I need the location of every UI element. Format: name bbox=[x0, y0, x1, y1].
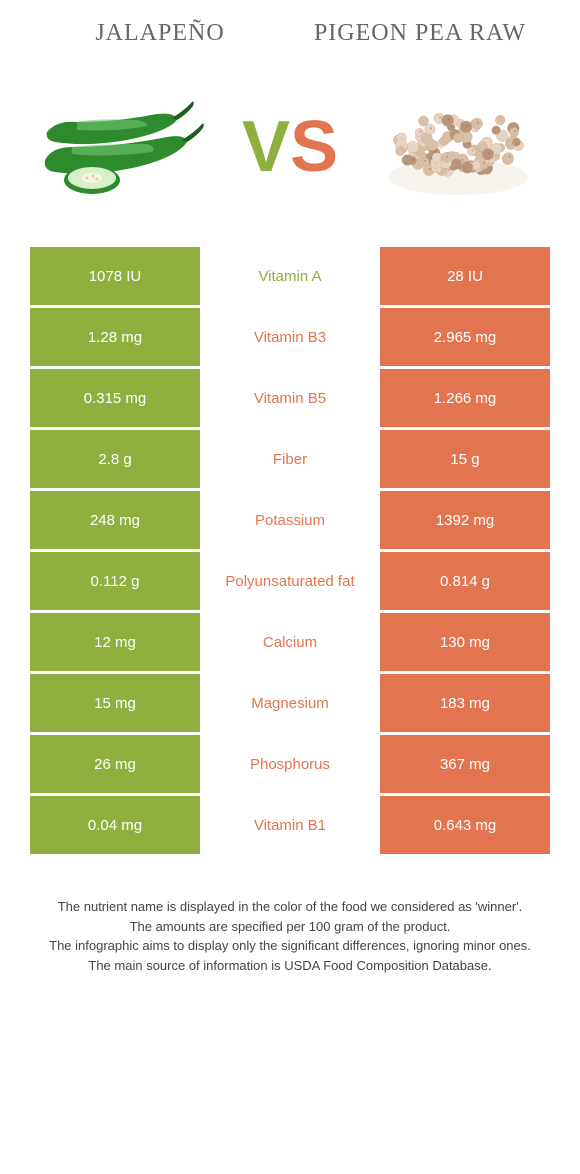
value-right: 1.266 mg bbox=[380, 369, 550, 427]
header-right: Pigeon pea raw bbox=[290, 20, 550, 47]
pigeon-pea-image bbox=[373, 87, 543, 207]
value-right: 130 mg bbox=[380, 613, 550, 671]
footer-line: The nutrient name is displayed in the co… bbox=[40, 897, 540, 917]
value-left: 1078 IU bbox=[30, 247, 200, 305]
value-right: 15 g bbox=[380, 430, 550, 488]
vs-label: VS bbox=[242, 106, 338, 188]
nutrient-name: Vitamin B5 bbox=[200, 369, 380, 427]
table-row: 1.28 mgVitamin B32.965 mg bbox=[30, 308, 550, 366]
value-right: 1392 mg bbox=[380, 491, 550, 549]
nutrient-name: Polyunsaturated fat bbox=[200, 552, 380, 610]
vs-v: V bbox=[242, 107, 290, 187]
table-row: 248 mgPotassium1392 mg bbox=[30, 491, 550, 549]
table-row: 0.04 mgVitamin B10.643 mg bbox=[30, 796, 550, 854]
table-row: 2.8 gFiber15 g bbox=[30, 430, 550, 488]
vs-s: S bbox=[290, 107, 338, 187]
value-left: 1.28 mg bbox=[30, 308, 200, 366]
nutrient-name: Potassium bbox=[200, 491, 380, 549]
nutrient-name: Vitamin B3 bbox=[200, 308, 380, 366]
table-row: 12 mgCalcium130 mg bbox=[30, 613, 550, 671]
comparison-table: 1078 IUVitamin A28 IU1.28 mgVitamin B32.… bbox=[0, 247, 580, 854]
vs-row: VS bbox=[0, 57, 580, 247]
table-row: 0.315 mgVitamin B51.266 mg bbox=[30, 369, 550, 427]
value-left: 0.112 g bbox=[30, 552, 200, 610]
nutrient-name: Vitamin B1 bbox=[200, 796, 380, 854]
jalapeno-image bbox=[37, 87, 207, 207]
nutrient-name: Fiber bbox=[200, 430, 380, 488]
value-right: 183 mg bbox=[380, 674, 550, 732]
table-row: 1078 IUVitamin A28 IU bbox=[30, 247, 550, 305]
value-right: 2.965 mg bbox=[380, 308, 550, 366]
value-left: 0.315 mg bbox=[30, 369, 200, 427]
value-left: 26 mg bbox=[30, 735, 200, 793]
value-left: 15 mg bbox=[30, 674, 200, 732]
nutrient-name: Calcium bbox=[200, 613, 380, 671]
nutrient-name: Magnesium bbox=[200, 674, 380, 732]
value-left: 248 mg bbox=[30, 491, 200, 549]
table-row: 0.112 gPolyunsaturated fat0.814 g bbox=[30, 552, 550, 610]
value-left: 2.8 g bbox=[30, 430, 200, 488]
header-left: Jalapeño bbox=[30, 20, 290, 47]
value-right: 0.814 g bbox=[380, 552, 550, 610]
nutrient-name: Vitamin A bbox=[200, 247, 380, 305]
table-row: 15 mgMagnesium183 mg bbox=[30, 674, 550, 732]
header: Jalapeño Pigeon pea raw bbox=[0, 0, 580, 57]
footer-line: The main source of information is USDA F… bbox=[40, 956, 540, 976]
value-right: 28 IU bbox=[380, 247, 550, 305]
value-right: 367 mg bbox=[380, 735, 550, 793]
value-left: 12 mg bbox=[30, 613, 200, 671]
value-right: 0.643 mg bbox=[380, 796, 550, 854]
table-row: 26 mgPhosphorus367 mg bbox=[30, 735, 550, 793]
nutrient-name: Phosphorus bbox=[200, 735, 380, 793]
footer-line: The infographic aims to display only the… bbox=[40, 936, 540, 956]
value-left: 0.04 mg bbox=[30, 796, 200, 854]
footer-notes: The nutrient name is displayed in the co… bbox=[0, 857, 580, 995]
footer-line: The amounts are specified per 100 gram o… bbox=[40, 917, 540, 937]
